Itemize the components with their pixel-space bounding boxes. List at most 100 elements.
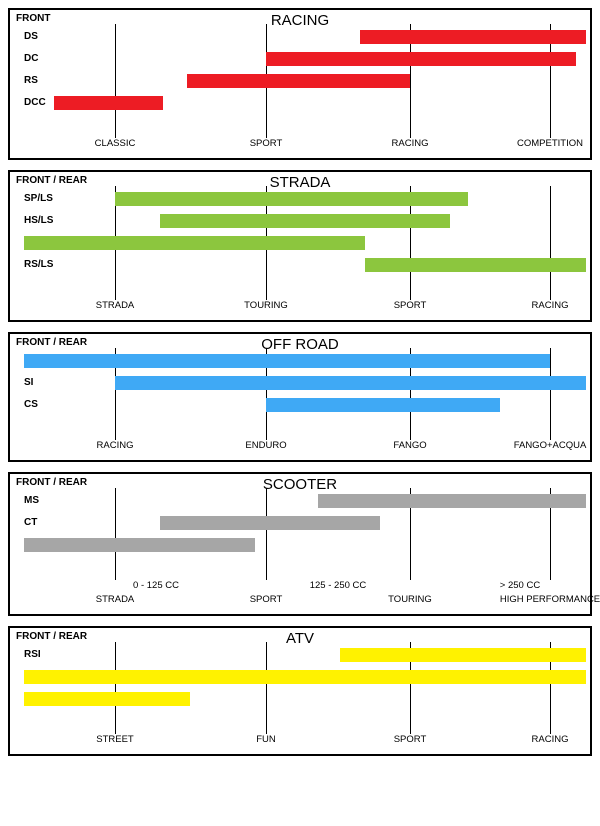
category-label: STREET [96,734,133,745]
range-bar [360,30,586,44]
category-label-text: RACING [532,300,569,311]
row-label: HS/LS [24,215,53,226]
gridline [266,488,267,580]
category-label-secondary: HIGH PERFORMANCE [500,594,600,605]
panel-title: ATV [10,630,590,647]
range-bar [365,258,586,272]
gridline [115,24,116,138]
category-label: RACING [532,300,569,311]
range-bar [24,692,190,706]
category-label: SPORT [394,734,427,745]
category-label-text: FUN [256,734,276,745]
category-label: RACING [532,734,569,745]
category-label-text: 0 - 125 CC [133,580,179,591]
range-bar [54,96,163,110]
panel-title: SCOOTER [10,476,590,493]
category-label-text: SPORT [250,138,283,149]
row-label: DC [24,53,38,64]
category-label: FANGO [393,440,426,451]
row-label-text: RS/LS [24,259,53,270]
panel-title: OFF ROAD [10,336,590,353]
range-bar [24,538,255,552]
category-label: SPORT [250,138,283,149]
category-label-secondary-text: STRADA [96,594,135,605]
range-bar [318,494,586,508]
category-label: FANGO+ACQUA [514,440,587,451]
row-label: CT [24,517,37,528]
range-bar [160,214,450,228]
category-label-secondary: TOURING [388,594,432,605]
category-label: ENDURO [245,440,286,451]
category-label: TOURING [244,300,288,311]
row-label-text: CS [24,399,38,410]
row-label-text: HS/LS [24,215,53,226]
panel-title: RACING [10,12,590,29]
range-bar [266,52,576,66]
gridline [115,488,116,580]
row-label-text: RSI [24,649,41,660]
category-label: 125 - 250 CC [310,580,367,591]
row-label-text: SP/LS [24,193,53,204]
category-label: SPORT [394,300,427,311]
gridline [550,186,551,300]
range-bar [115,192,468,206]
row-label-text: MS [24,495,39,506]
category-label-text: SPORT [394,300,427,311]
row-label-text: RS [24,75,38,86]
category-label-text: > 250 CC [500,580,540,591]
row-label: SI [24,377,33,388]
panel-off-road: FRONT / REAROFF ROADRSISICSRACINGENDUROF… [8,332,592,462]
panel-title-text: OFF ROAD [261,336,339,353]
row-label: DCC [24,97,46,108]
category-label-secondary-text: SPORT [250,594,283,605]
category-label-text: TOURING [244,300,288,311]
row-label-text: DS [24,31,38,42]
panel-racing: FRONTRACINGDSDCRSDCCCLASSICSPORTRACINGCO… [8,8,592,160]
panel-scooter: FRONT / REARSCOOTERMSCTHF0 - 125 CC125 -… [8,472,592,616]
category-label-secondary: SPORT [250,594,283,605]
row-label: SP/LS [24,193,53,204]
gridline [266,642,267,734]
range-bar [187,74,410,88]
category-label: > 250 CC [500,580,540,591]
category-label-secondary-text: TOURING [388,594,432,605]
range-bar [340,648,586,662]
category-label-text: STRADA [96,300,135,311]
panel-title: STRADA [10,174,590,191]
category-label: COMPETITION [517,138,583,149]
range-bar [160,516,380,530]
row-label: RS [24,75,38,86]
category-label-text: COMPETITION [517,138,583,149]
category-label-text: CLASSIC [95,138,136,149]
panel-title-text: RACING [271,12,329,29]
row-label-text: CT [24,517,37,528]
category-label-text: FANGO [393,440,426,451]
range-bar [266,398,500,412]
category-label-text: STREET [96,734,133,745]
category-label-text: ENDURO [245,440,286,451]
panel-atv: FRONT / REARATVRSISIATSSTREETFUNSPORTRAC… [8,626,592,756]
row-label-text: SI [24,377,33,388]
category-label-secondary: STRADA [96,594,135,605]
panel-title-text: STRADA [270,174,331,191]
gridline [550,348,551,440]
row-label: RSI [24,649,41,660]
category-label-text: RACING [532,734,569,745]
range-bar [115,376,586,390]
category-label: CLASSIC [95,138,136,149]
category-label-text: SPORT [394,734,427,745]
category-label-text: RACING [392,138,429,149]
panel-title-text: ATV [286,630,314,647]
row-label-text: DCC [24,97,46,108]
category-label: STRADA [96,300,135,311]
panel-strada: FRONT / REARSTRADASP/LSHS/LSHF/HFRS/LSST… [8,170,592,322]
gridline [115,642,116,734]
range-bar [24,236,365,250]
category-label: RACING [97,440,134,451]
row-label: CS [24,399,38,410]
row-label: MS [24,495,39,506]
row-label-text: DC [24,53,38,64]
category-label: RACING [392,138,429,149]
category-label-secondary-text: HIGH PERFORMANCE [500,594,600,605]
row-label: RS/LS [24,259,53,270]
